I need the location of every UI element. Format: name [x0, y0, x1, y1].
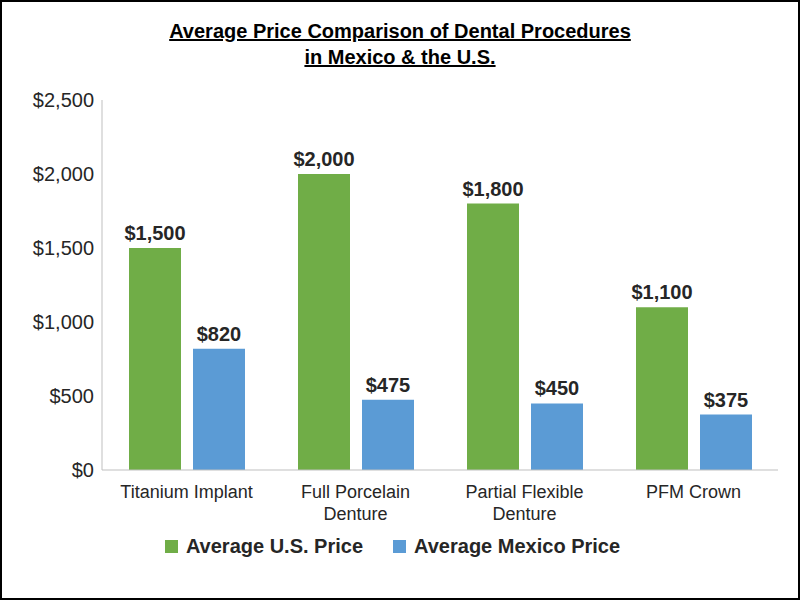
- svg-text:Partial FlexibleDenture: Partial FlexibleDenture: [465, 482, 583, 524]
- html-text:Average Mexico Price: Average Mexico Price: [414, 535, 621, 557]
- svg-text:$2,000: $2,000: [33, 163, 94, 185]
- svg-text:$1,000: $1,000: [33, 311, 94, 333]
- svg-text:$1,500: $1,500: [124, 222, 185, 244]
- svg-text:$1,800: $1,800: [462, 178, 523, 200]
- svg-text:$450: $450: [535, 377, 580, 399]
- svg-text:$2,000: $2,000: [293, 148, 354, 170]
- svg-text:$500: $500: [50, 385, 95, 407]
- svg-text:PFM Crown: PFM Crown: [646, 482, 741, 502]
- svg-text:Titanium Implant: Titanium Implant: [120, 482, 252, 502]
- svg-text:$0: $0: [72, 459, 94, 481]
- svg-text:$1,100: $1,100: [631, 281, 692, 303]
- html-text:Average U.S. Price: Average U.S. Price: [185, 535, 363, 557]
- svg-text:$1,500: $1,500: [33, 237, 94, 259]
- html-text:in Mexico & the U.S.: in Mexico & the U.S.: [304, 46, 496, 68]
- svg-text:Full PorcelainDenture: Full PorcelainDenture: [301, 482, 410, 524]
- svg-text:$820: $820: [197, 323, 242, 345]
- svg-text:$375: $375: [704, 389, 749, 411]
- svg-text:$2,500: $2,500: [33, 89, 94, 111]
- html-text:Average Price Comparison of De: Average Price Comparison of Dental Proce…: [169, 20, 631, 42]
- svg-text:$475: $475: [366, 374, 411, 396]
